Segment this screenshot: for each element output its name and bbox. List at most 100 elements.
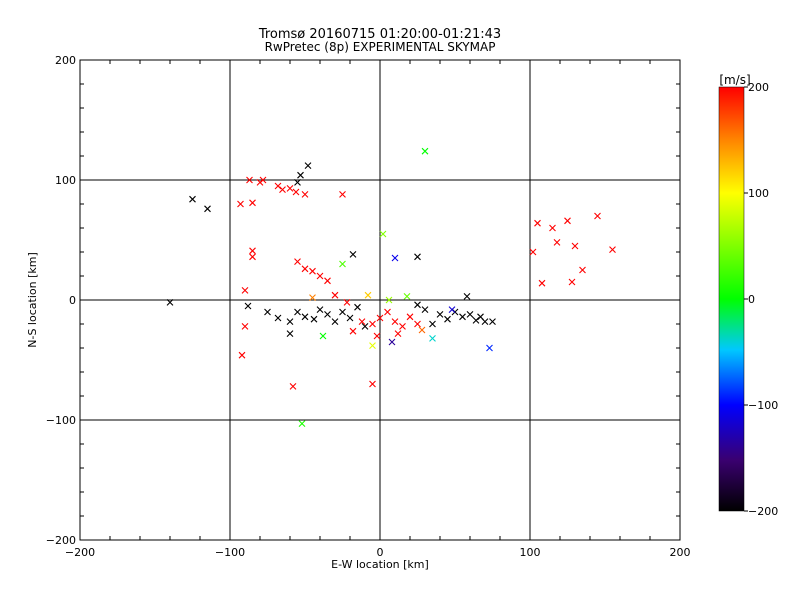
data-point-cross: [316, 272, 324, 280]
data-point-cross: [463, 293, 471, 300]
y-axis-label: N-S location [km]: [26, 252, 39, 348]
data-point-cross: [166, 299, 174, 306]
data-point-cross: [529, 248, 537, 256]
data-point-cross: [324, 277, 331, 285]
data-point-cross: [369, 342, 376, 349]
x-tick-label: 200: [670, 546, 691, 559]
data-point-cross: [301, 265, 309, 273]
data-point-cross: [379, 230, 387, 238]
data-point-cross: [376, 314, 384, 322]
data-point-cross: [358, 318, 366, 325]
data-point-cross: [466, 311, 474, 318]
data-point-cross: [406, 313, 414, 321]
data-point-cross: [429, 320, 436, 328]
data-point-cross: [436, 311, 444, 318]
colorbar-tick-label: 200: [748, 81, 769, 94]
data-point-cross: [361, 323, 369, 330]
data-point-cross: [339, 308, 346, 316]
colorbar-tick-label: 100: [748, 187, 769, 200]
data-point-cross: [369, 320, 376, 328]
data-point-cross: [568, 278, 576, 286]
data-point-cross: [444, 315, 451, 323]
axis-ticks: −200 −100 0 100 200 −200 −100 0 100 200: [46, 54, 691, 559]
data-point-cross: [339, 260, 346, 268]
data-point-cross: [429, 335, 436, 342]
x-tick-label: 0: [377, 546, 384, 559]
data-point-cross: [298, 420, 306, 427]
y-tick-label: 100: [55, 174, 76, 187]
x-tick-label: 100: [520, 546, 541, 559]
x-tick-label: −100: [215, 546, 245, 559]
data-point-cross: [294, 258, 301, 265]
data-point-cross: [489, 318, 496, 325]
data-point-cross: [264, 308, 271, 316]
data-point-cross: [394, 330, 402, 337]
colorbar: [719, 87, 744, 511]
data-point-cross: [369, 380, 376, 388]
grid-lines: [80, 60, 680, 540]
colorbar-tick-label: −100: [748, 399, 778, 412]
data-point-cross: [238, 351, 246, 359]
y-tick-label: −200: [46, 534, 76, 547]
y-tick-label: 200: [55, 54, 76, 67]
data-point-cross: [391, 318, 399, 325]
data-point-cross: [241, 287, 249, 294]
data-point-cross: [373, 332, 381, 340]
data-point-cross: [309, 267, 316, 275]
x-tick-label: −200: [65, 546, 95, 559]
data-point-cross: [286, 330, 294, 337]
data-point-cross: [418, 326, 426, 334]
data-point-cross: [339, 191, 346, 198]
data-point-cross: [301, 313, 309, 321]
data-point-cross: [385, 296, 393, 304]
data-point-cross: [414, 253, 421, 261]
data-point-cross: [244, 302, 252, 310]
data-point-cross: [579, 266, 586, 274]
data-points: [166, 147, 616, 427]
data-point-cross: [292, 188, 300, 196]
data-point-cross: [414, 301, 421, 309]
data-point-cross: [459, 313, 466, 321]
data-point-cross: [571, 242, 579, 250]
data-point-cross: [286, 185, 294, 192]
data-point-cross: [538, 279, 546, 287]
data-point-cross: [237, 200, 244, 208]
data-point-cross: [324, 311, 331, 318]
data-point-cross: [384, 308, 391, 316]
data-point-cross: [316, 306, 324, 313]
data-point-cross: [294, 179, 301, 186]
data-point-cross: [472, 317, 480, 324]
data-point-cross: [241, 323, 249, 330]
data-point-cross: [421, 147, 429, 155]
data-point-cross: [249, 199, 256, 207]
y-tick-label: −100: [46, 414, 76, 427]
data-point-cross: [349, 327, 357, 335]
data-point-cross: [349, 251, 357, 258]
data-point-cross: [448, 306, 456, 313]
data-point-cross: [609, 246, 616, 253]
data-point-cross: [549, 224, 556, 232]
data-point-cross: [421, 306, 429, 313]
data-point-cross: [346, 314, 354, 322]
data-point-cross: [388, 338, 396, 346]
data-point-cross: [259, 176, 267, 184]
data-point-cross: [310, 315, 318, 323]
colorbar-label: [m/s]: [719, 73, 750, 87]
data-point-cross: [403, 293, 411, 300]
colorbar-tick-label: −200: [748, 505, 778, 518]
data-point-cross: [391, 254, 399, 262]
data-point-cross: [343, 299, 351, 306]
data-point-cross: [297, 171, 304, 179]
data-point-cross: [364, 291, 372, 299]
data-point-cross: [249, 253, 256, 261]
data-point-cross: [301, 191, 309, 198]
data-point-cross: [274, 314, 282, 322]
data-point-cross: [286, 318, 294, 325]
data-point-cross: [319, 332, 327, 340]
data-point-cross: [486, 344, 493, 352]
data-point-cross: [309, 294, 316, 301]
data-point-cross: [304, 162, 312, 169]
data-point-cross: [534, 219, 541, 227]
y-tick-label: 0: [69, 294, 76, 307]
